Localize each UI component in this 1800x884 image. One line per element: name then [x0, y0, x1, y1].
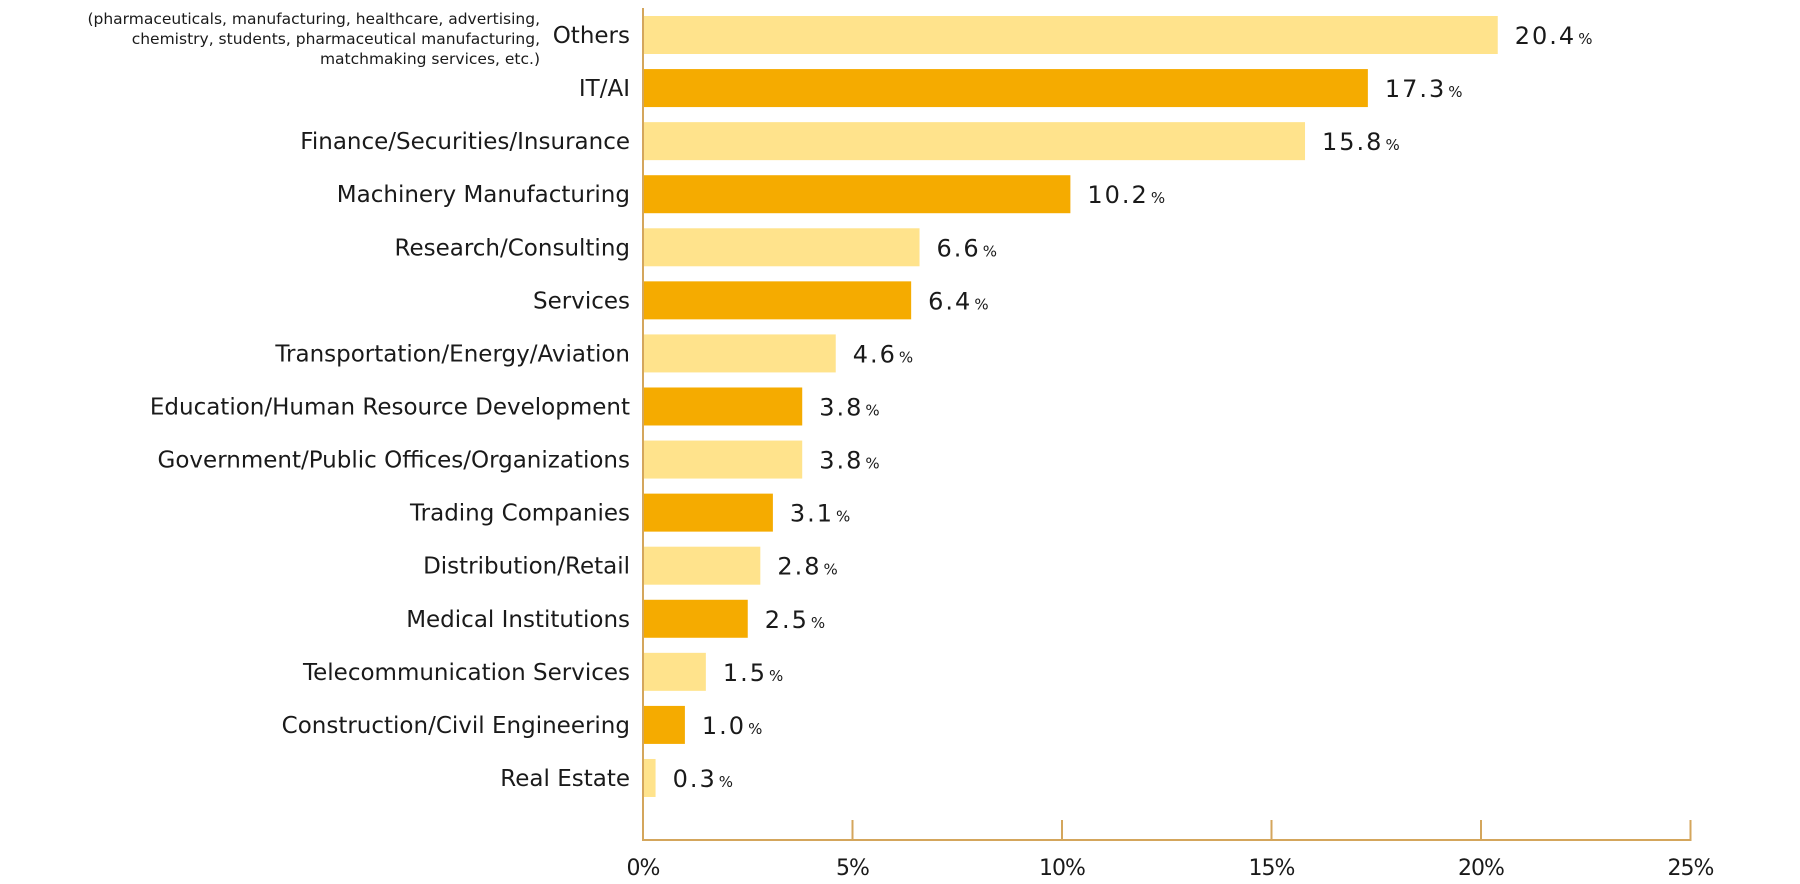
bar-finance-securities-insurance: [644, 122, 1306, 161]
bars-group: [644, 16, 1498, 797]
x-tick-label: 10%: [1039, 856, 1085, 881]
value-label: 6.6%: [937, 234, 999, 262]
value-label: 3.8%: [819, 447, 881, 475]
value-label: 1.5%: [723, 659, 785, 687]
value-label: 20.4%: [1515, 22, 1595, 50]
category-label: Distribution/Retail: [423, 554, 630, 580]
value-label: 10.2%: [1087, 181, 1167, 209]
annotation-line: (pharmaceuticals, manufacturing, healthc…: [87, 10, 540, 28]
bar-machinery-manufacturing: [644, 175, 1071, 214]
others-annotation: (pharmaceuticals, manufacturing, healthc…: [87, 10, 540, 68]
bar-research-consulting: [644, 228, 920, 267]
category-label: Medical Institutions: [406, 607, 630, 633]
value-label: 17.3%: [1385, 75, 1465, 103]
category-label: Services: [533, 288, 630, 314]
bar-transportation-energy-aviation: [644, 334, 836, 373]
value-label: 4.6%: [853, 340, 915, 368]
category-labels-group: Others IT/AI Finance/Securities/Insurance M…: [150, 23, 630, 792]
value-label: 1.0%: [702, 712, 764, 740]
annotation-line: matchmaking services, etc.): [320, 50, 540, 68]
category-label: Telecommunication Services: [302, 660, 630, 686]
bar-medical-institutions: [644, 599, 748, 638]
x-tick-label: 25%: [1668, 856, 1714, 881]
bar-education-human-resource-development: [644, 387, 803, 426]
bar-services: [644, 281, 912, 320]
x-axis: 0% 5% 10% 15% 20% 25%: [627, 8, 1715, 881]
value-label: 6.4%: [928, 287, 990, 315]
x-tick-label: 15%: [1249, 856, 1295, 881]
value-label: 3.1%: [790, 500, 852, 528]
x-tick-label: 5%: [836, 856, 869, 881]
x-tick-label: 0%: [627, 856, 660, 881]
category-label: Education/Human Resource Development: [150, 394, 630, 420]
value-label: 15.8%: [1322, 128, 1402, 156]
value-label: 2.5%: [765, 606, 827, 634]
category-label: Research/Consulting: [395, 235, 631, 261]
bar-trading-companies: [644, 493, 773, 532]
category-label: Real Estate: [500, 766, 630, 792]
category-label: Government/Public Offices/Organizations: [158, 448, 630, 474]
bar-construction-civil-engineering: [644, 705, 685, 744]
bar-telecommunication-services: [644, 652, 706, 691]
category-label: Transportation/Energy/Aviation: [274, 341, 630, 367]
annotation-line: chemistry, students, pharmaceutical manu…: [132, 30, 540, 48]
value-label: 2.8%: [777, 553, 839, 581]
x-tick-label: 20%: [1458, 856, 1504, 881]
bar-government-public-offices-organizations: [644, 440, 803, 479]
category-label: Finance/Securities/Insurance: [300, 129, 630, 155]
bar-real-estate: [644, 758, 656, 797]
value-labels-group: 20.4 % 17.3 % 15.8 % 10.2 % 6.6 % 6.4 % 4.6 % 3.8 % 3.8%…: [673, 22, 1595, 793]
category-label: Others: [553, 23, 630, 49]
category-label: Trading Companies: [409, 501, 630, 527]
bar-it-ai: [644, 69, 1368, 108]
value-label: 0.3%: [673, 765, 735, 793]
value-label: 3.8%: [819, 393, 881, 421]
bar-others: [644, 16, 1498, 54]
category-label: Construction/Civil Engineering: [282, 713, 630, 739]
bar-distribution-retail: [644, 546, 761, 585]
category-label: IT/AI: [579, 76, 630, 102]
category-label: Machinery Manufacturing: [337, 182, 630, 208]
